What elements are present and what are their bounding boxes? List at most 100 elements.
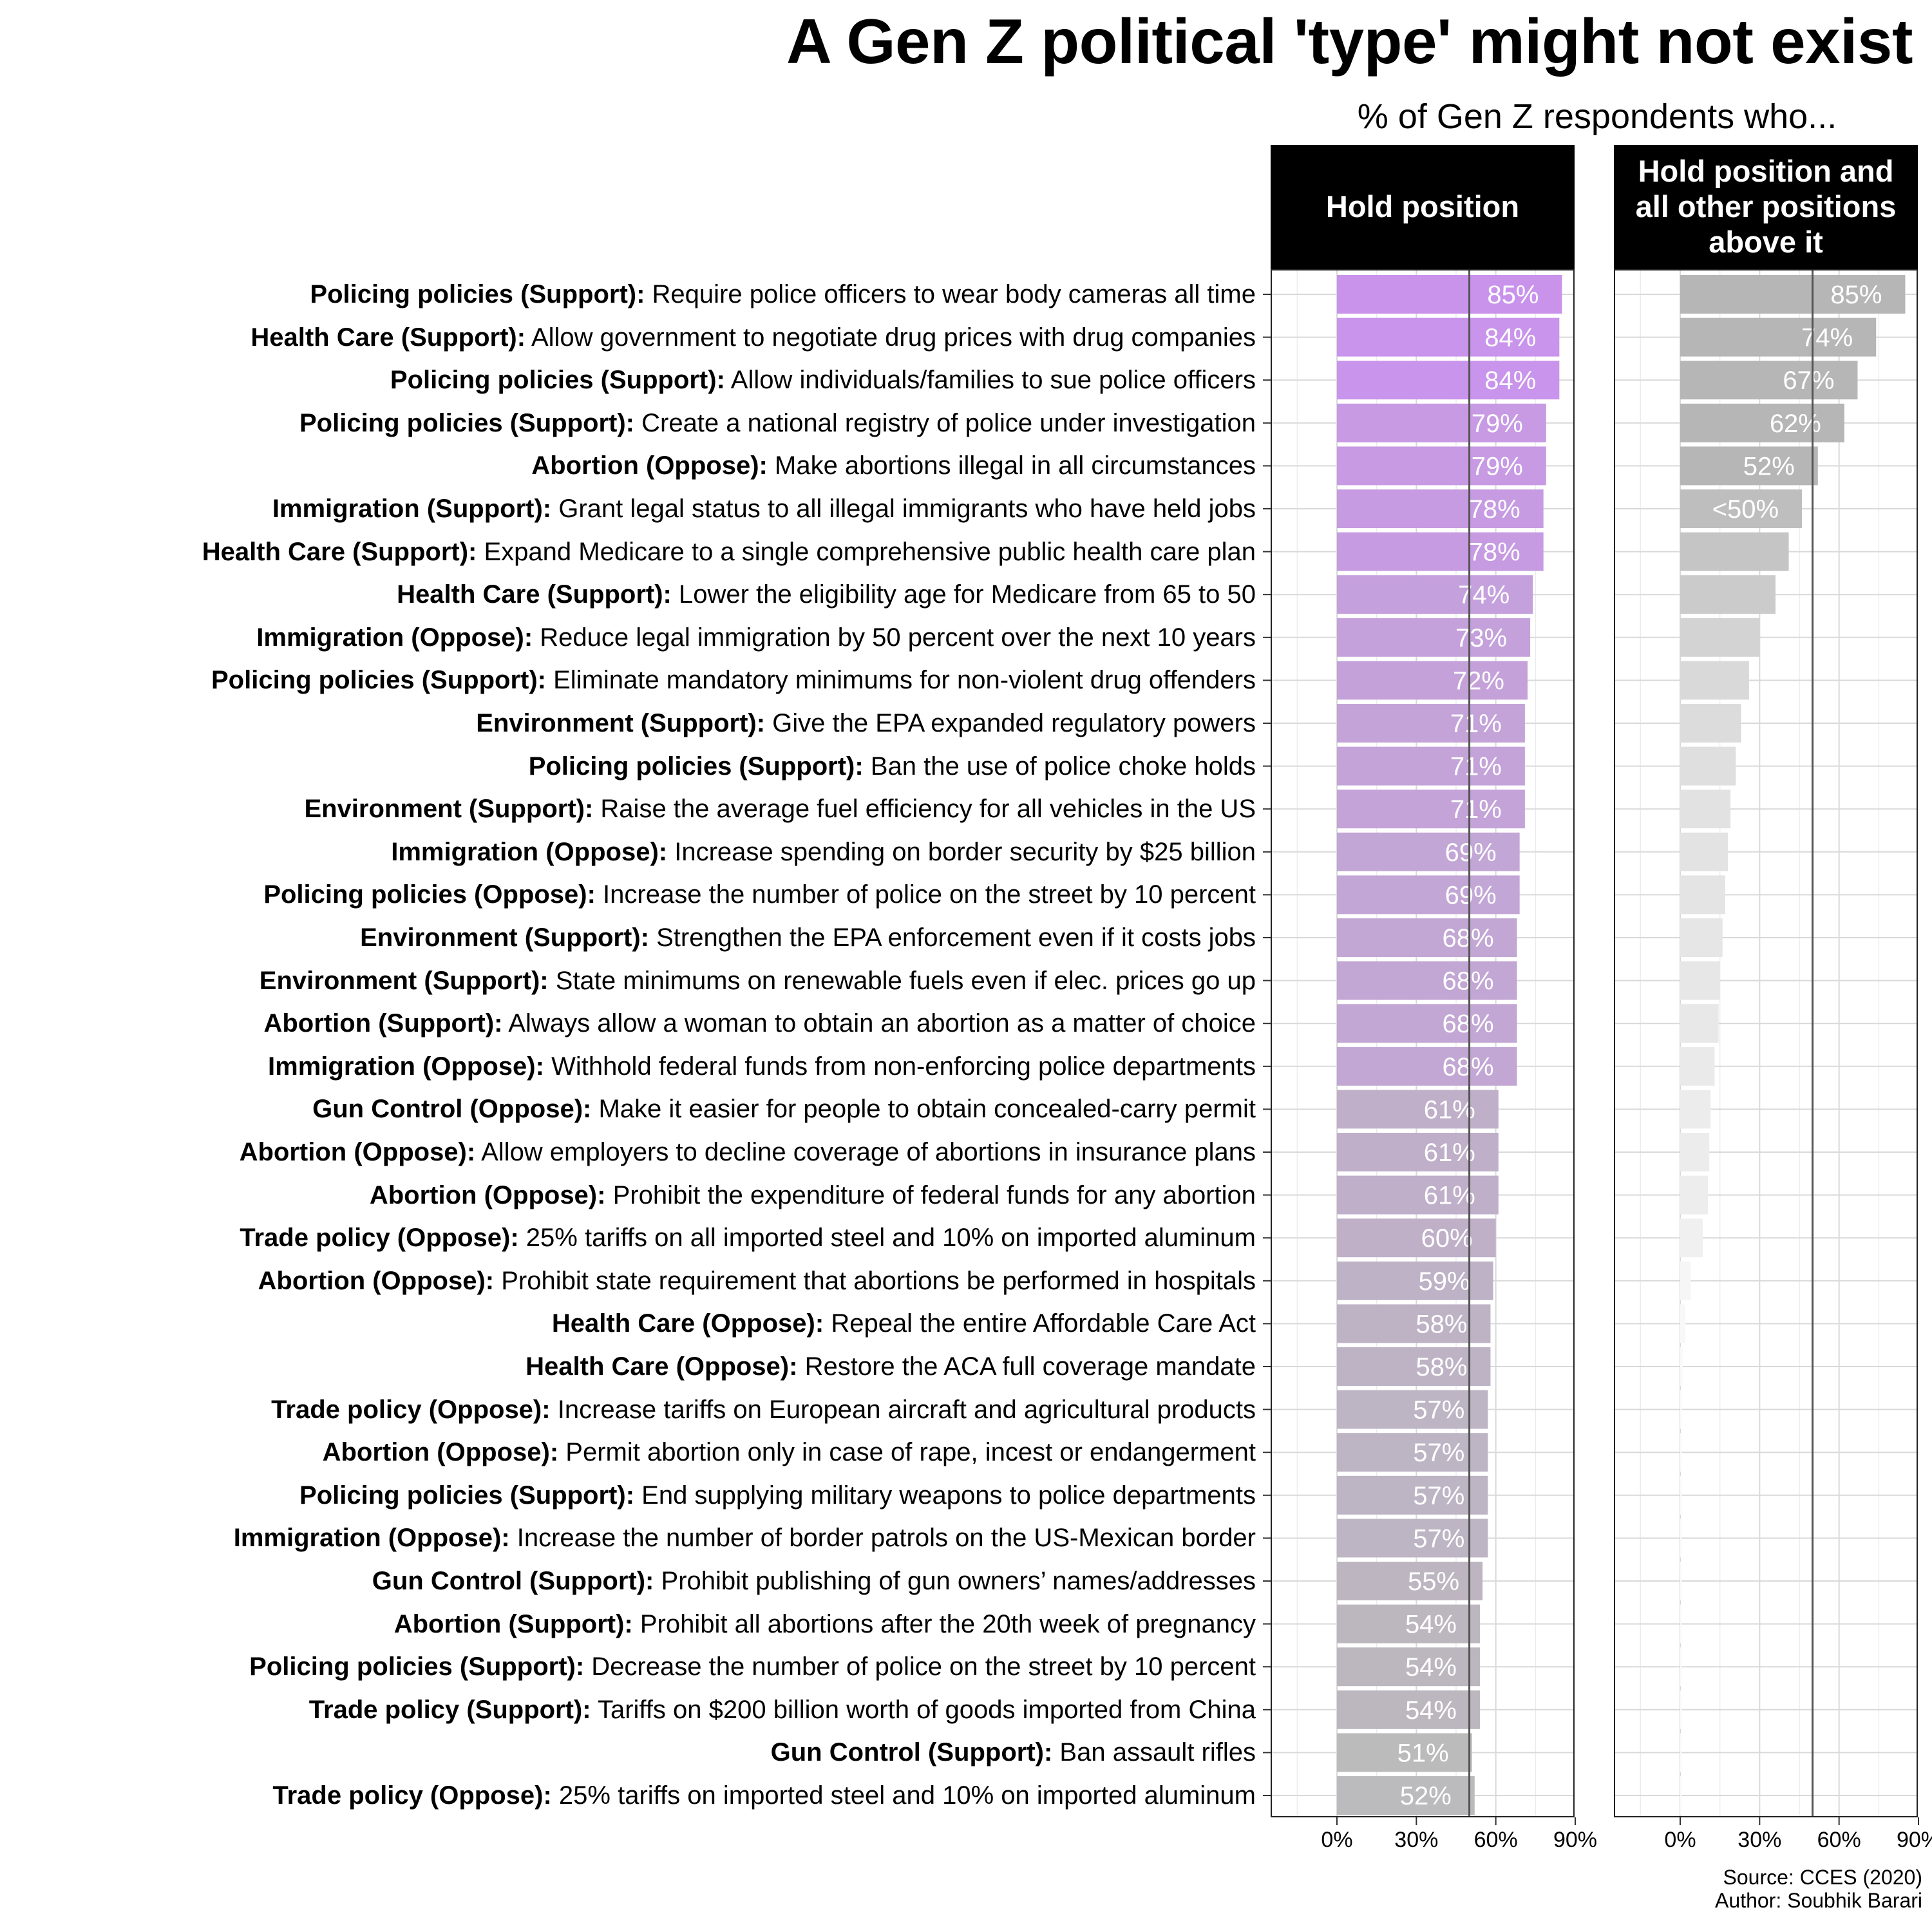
value-label: 52% [1743, 452, 1795, 480]
bar-hold [1337, 1347, 1491, 1386]
bar-cumulative [1680, 875, 1725, 914]
bar-hold [1337, 1647, 1480, 1687]
row-label-statement: Allow individuals/families to sue police… [730, 366, 1256, 395]
row-label-statement: Grant legal status to all illegal immigr… [558, 495, 1256, 523]
bar-cumulative [1680, 1776, 1682, 1815]
row-label-topic: Policing policies (Support): [299, 408, 634, 437]
row-label: Health Care (Support): Lower the eligibi… [397, 575, 1256, 614]
bar-cumulative [1680, 1519, 1682, 1558]
row-label-statement: Make abortions illegal in all circumstan… [775, 451, 1256, 480]
row-label-topic: Abortion (Oppose): [369, 1180, 606, 1209]
value-label: 68% [1442, 967, 1493, 996]
row-label-topic: Immigration (Oppose): [233, 1524, 510, 1553]
source-label: Source: CCES (2020) [1723, 1866, 1922, 1889]
row-label-statement: Increase tariffs on European aircraft an… [557, 1395, 1256, 1424]
value-label: 57% [1413, 1439, 1464, 1467]
row-label-topic: Immigration (Oppose): [256, 623, 533, 652]
value-label: 60% [1421, 1224, 1473, 1253]
row-label-statement: Increase the number of border patrols on… [516, 1524, 1256, 1553]
row-label-topic: Environment (Support): [360, 923, 649, 952]
value-label: 71% [1450, 795, 1502, 824]
row-label: Health Care (Oppose): Repeal the entire … [552, 1304, 1256, 1343]
bar-cumulative [1680, 661, 1749, 700]
row-label: Environment (Support): Give the EPA expa… [476, 704, 1256, 743]
row-label: Gun Control (Support): Prohibit publishi… [372, 1562, 1256, 1600]
bar-hold [1337, 704, 1525, 743]
bar-hold [1337, 1046, 1517, 1086]
bar-hold [1337, 1604, 1480, 1643]
bar-cumulative [1680, 790, 1731, 829]
row-label: Immigration (Oppose): Reduce legal immig… [256, 618, 1256, 657]
value-label: 74% [1801, 324, 1853, 352]
value-label: 54% [1405, 1611, 1457, 1639]
row-label: Health Care (Support): Allow government … [251, 318, 1256, 357]
row-label: Policing policies (Support): Require pol… [310, 275, 1256, 314]
row-label: Health Care (Oppose): Restore the ACA fu… [526, 1347, 1256, 1386]
value-label: 61% [1424, 1095, 1475, 1124]
bar-cumulative [1680, 1475, 1682, 1515]
value-label: 61% [1424, 1139, 1475, 1167]
row-label-topic: Health Care (Oppose): [526, 1352, 798, 1381]
row-label-topic: Policing policies (Support): [211, 666, 546, 695]
panel-header-cumulative: Hold position and all other positions ab… [1614, 145, 1918, 269]
row-label-statement: Raise the average fuel efficiency for al… [600, 795, 1256, 824]
row-label-statement: Withhold federal funds from non-enforcin… [551, 1052, 1256, 1081]
row-label-statement: Eliminate mandatory minimums for non-vio… [553, 666, 1256, 695]
x-tick-label: 90% [1553, 1828, 1598, 1852]
bar-cumulative [1680, 1604, 1682, 1643]
row-label-topic: Policing policies (Support): [310, 280, 645, 308]
value-label: 68% [1442, 1053, 1493, 1081]
row-label: Trade policy (Support): Tariffs on $200 … [309, 1690, 1256, 1729]
bar-hold [1337, 317, 1560, 357]
row-label-statement: Repeal the entire Affordable Care Act [831, 1309, 1256, 1338]
row-label-topic: Policing policies (Support): [299, 1481, 635, 1510]
bar-hold [1337, 1004, 1517, 1043]
bar-cumulative [1680, 1733, 1682, 1772]
row-label-statement: Ban assault rifles [1059, 1738, 1256, 1767]
row-label: Gun Control (Oppose): Make it easier for… [312, 1090, 1256, 1128]
row-label: Abortion (Support): Prohibit all abortio… [394, 1605, 1256, 1643]
author-label: Author: Soubhik Barari [1715, 1888, 1922, 1912]
row-label: Policing policies (Support): Allow indiv… [390, 361, 1256, 399]
bar-hold [1337, 1690, 1480, 1729]
value-label: 51% [1397, 1739, 1449, 1767]
row-label: Policing policies (Support): Ban the use… [529, 747, 1256, 786]
row-label-statement: Decrease the number of police on the str… [591, 1653, 1256, 1681]
row-label-topic: Environment (Support): [476, 709, 766, 737]
row-label-topic: Abortion (Support): [263, 1009, 503, 1038]
bar-cumulative [1680, 403, 1844, 442]
value-label: 78% [1469, 495, 1520, 524]
value-label: 78% [1469, 538, 1520, 567]
value-label: 85% [1487, 281, 1539, 309]
value-label: 69% [1445, 881, 1497, 909]
value-label: 72% [1453, 667, 1504, 695]
value-label: 68% [1442, 1010, 1493, 1038]
row-label-topic: Immigration (Oppose): [268, 1052, 544, 1081]
row-label-topic: Policing policies (Support): [249, 1653, 585, 1681]
row-label: Trade policy (Oppose): 25% tariffs on im… [272, 1776, 1256, 1815]
row-label-topic: Policing policies (Support): [390, 366, 725, 395]
bar-cumulative [1680, 361, 1858, 400]
bar-cumulative [1680, 575, 1776, 614]
value-label: <50% [1712, 495, 1779, 524]
row-label-statement: Ban the use of police choke holds [870, 752, 1256, 781]
row-label-topic: Abortion (Oppose): [531, 451, 768, 480]
x-tick-label: 90% [1896, 1828, 1932, 1852]
row-label-statement: Restore the ACA full coverage mandate [804, 1352, 1256, 1381]
bar-hold [1337, 875, 1520, 914]
bar-hold [1337, 1090, 1499, 1129]
x-tick-label: 30% [1738, 1828, 1782, 1852]
value-label: 55% [1408, 1567, 1459, 1596]
row-label-topic: Trade policy (Oppose): [240, 1224, 519, 1253]
row-label: Immigration (Support): Grant legal statu… [272, 489, 1256, 528]
row-label-statement: Reduce legal immigration by 50 percent o… [540, 623, 1256, 652]
bar-hold [1337, 403, 1546, 442]
value-label: 74% [1458, 581, 1510, 609]
row-label: Abortion (Oppose): Prohibit the expendit… [370, 1176, 1256, 1215]
row-label-topic: Immigration (Support): [272, 495, 552, 523]
bar-hold [1337, 532, 1544, 571]
bar-cumulative [1680, 275, 1906, 314]
row-label-topic: Trade policy (Support): [308, 1695, 591, 1724]
value-label: 67% [1783, 366, 1834, 395]
bar-hold [1337, 961, 1517, 1000]
